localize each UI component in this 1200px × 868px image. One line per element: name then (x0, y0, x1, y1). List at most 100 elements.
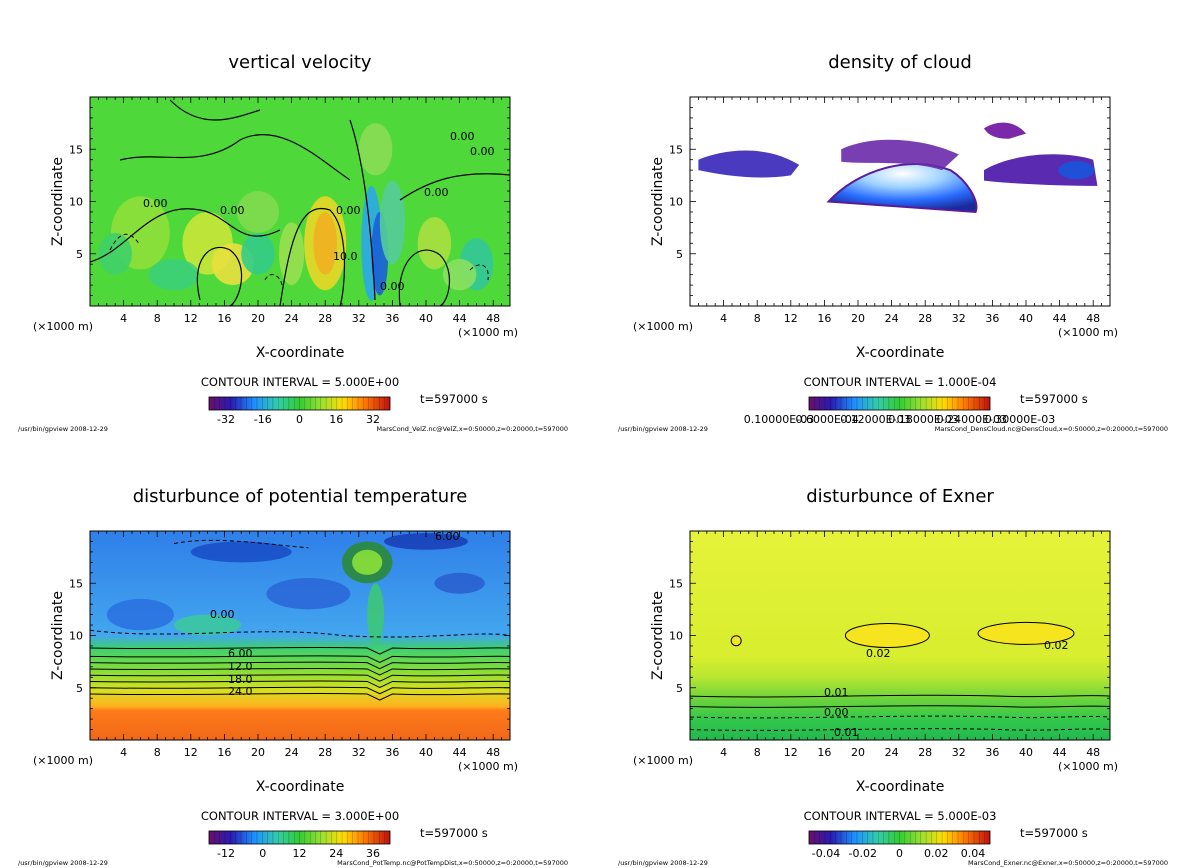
y-tick-label: 5 (76, 682, 83, 695)
x-tick-label: 32 (952, 746, 966, 759)
x-axis-label: X-coordinate (256, 345, 345, 361)
y-axis-label: Z-coordinate (650, 157, 666, 246)
footer-right: MarsCond_VelZ.nc@VelZ,x=0:50000,z=0:2000… (377, 425, 568, 433)
contour-line-dashed (264, 274, 283, 286)
contour-line (90, 674, 510, 682)
colorbar-tick-label: 24 (329, 847, 343, 860)
y-axis-label: Z-coordinate (50, 591, 66, 680)
x-tick-label: 8 (754, 312, 761, 325)
field-blob (190, 541, 292, 563)
time-label: t=597000 s (1020, 392, 1088, 406)
colorbar-tick-label: 0.12000E-03 (840, 413, 910, 426)
x-tick-label: 24 (285, 312, 299, 325)
field-blob (384, 533, 468, 550)
x-tick-label: 4 (120, 312, 127, 325)
cloud-blob (984, 122, 1026, 139)
contour-label: 0.02 (866, 647, 891, 660)
contour-line (119, 134, 351, 181)
x-unit-right: (×1000 m) (458, 326, 518, 339)
contour-line (90, 680, 510, 689)
contour-interval: CONTOUR INTERVAL = 5.000E-03 (804, 809, 997, 823)
footer-left: /usr/bin/gpview 2008-12-29 (618, 859, 708, 867)
x-tick-label: 36 (385, 312, 399, 325)
y-tick-label: 10 (669, 196, 683, 209)
x-tick-label: 16 (217, 746, 231, 759)
colorbar-tick-label: -12 (217, 847, 235, 860)
colorbar-tick-label: -0.04 (812, 847, 840, 860)
x-tick-label: 44 (453, 312, 467, 325)
chart-panel-3: disturbunce of potential temperature 6.00… (18, 486, 568, 867)
x-tick-label: 40 (419, 312, 433, 325)
time-label: t=597000 s (420, 392, 488, 406)
colorbar-tick-label: 0.18000E-03 (888, 413, 958, 426)
x-tick-label: 40 (419, 746, 433, 759)
x-tick-label: 32 (952, 312, 966, 325)
colorbar-tick-label: 0.10000E-03 (744, 413, 814, 426)
x-tick-label: 16 (817, 312, 831, 325)
colorbar-tick-label: -16 (254, 413, 272, 426)
contour-label: 0.00 (470, 145, 495, 158)
footer-left: /usr/bin/gpview 2008-12-29 (18, 425, 108, 433)
x-unit-right: (×1000 m) (458, 760, 518, 773)
field-blob (106, 598, 174, 631)
x-tick-label: 12 (184, 746, 198, 759)
colorbar-tick-label: 0.6000E-04 (795, 413, 858, 426)
contour-interval: CONTOUR INTERVAL = 5.000E+00 (201, 375, 399, 389)
contour-label: 0.00 (424, 186, 449, 199)
contour-line-dashed (90, 629, 510, 638)
contour-label: 0.01 (834, 726, 859, 739)
x-tick-label: 36 (985, 312, 999, 325)
field-blob (352, 549, 383, 575)
x-unit-left: (×1000 m) (33, 320, 93, 333)
contour-label: 0.00 (210, 608, 235, 621)
cloud-left-band (698, 150, 800, 178)
contour-label: 24.0 (228, 685, 253, 698)
colorbar-tick-label: 0 (259, 847, 266, 860)
colorbar-tick-label: 0 (296, 413, 303, 426)
x-unit-left: (×1000 m) (633, 320, 693, 333)
colorbar-tick-label: -0.02 (849, 847, 877, 860)
contour-label: 0.00 (824, 706, 849, 719)
y-tick-label: 10 (669, 630, 683, 643)
field-blob (417, 217, 452, 270)
exner-blob (730, 635, 742, 647)
contour-line (196, 246, 243, 306)
x-tick-label: 12 (784, 746, 798, 759)
chart-title: disturbunce of Exner (806, 486, 994, 507)
field-layer (690, 531, 1110, 740)
chart-panel-4: disturbunce of Exner 0.02 0.02 0.01 0.00 0.01… (618, 486, 1168, 867)
x-tick-label: 40 (1019, 312, 1033, 325)
field-blob (434, 572, 485, 594)
x-tick-label: 8 (154, 312, 161, 325)
colorbar-tick-label: 0.02 (924, 847, 949, 860)
contour-interval: CONTOUR INTERVAL = 3.000E+00 (201, 809, 399, 823)
x-tick-label: 24 (885, 312, 899, 325)
contour-line (90, 655, 510, 663)
contour-label: 18.0 (228, 673, 253, 686)
cloud-body (826, 163, 978, 213)
x-tick-label: 20 (851, 312, 865, 325)
contour-label: 10.0 (333, 250, 358, 263)
contour-line (349, 119, 376, 301)
field-blob (266, 578, 351, 610)
x-tick-label: 36 (985, 746, 999, 759)
field-blob (367, 583, 384, 646)
x-tick-label: 48 (1086, 746, 1100, 759)
field-layer (690, 97, 1110, 306)
field-blob (379, 180, 405, 265)
chart-title: disturbunce of potential temperature (133, 486, 468, 507)
y-tick-label: 5 (76, 248, 83, 261)
contour-line (690, 694, 1110, 698)
colorbar-tick-label: 36 (366, 847, 380, 860)
x-tick-label: 32 (352, 746, 366, 759)
x-tick-label: 32 (352, 312, 366, 325)
contour-label: 0.00 (143, 197, 168, 210)
y-tick-label: 10 (69, 630, 83, 643)
contour-label: 0.00 (336, 204, 361, 217)
x-tick-label: 20 (251, 746, 265, 759)
field-blob (174, 614, 242, 636)
contour-line (90, 661, 510, 670)
chart-panel-1: vertical velocity 0.00 0.00 0.00 0.00 0.00 10.… (18, 52, 568, 433)
x-unit-left: (×1000 m) (33, 754, 93, 767)
contour-line-dashed (173, 539, 309, 549)
